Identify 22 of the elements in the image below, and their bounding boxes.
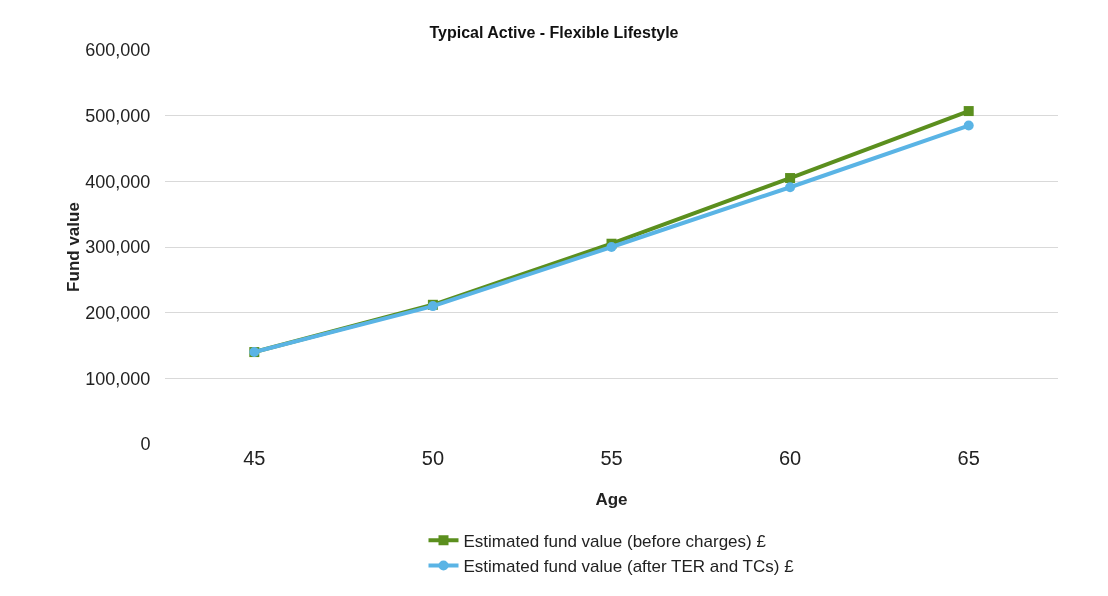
x-tick-label: 55 [600,447,623,469]
x-tick-label: 50 [421,447,445,469]
x-tick-label: 60 [778,447,802,469]
point [785,182,796,193]
y-tick-label: 100,000 [85,368,151,389]
point [963,120,974,131]
legend-label: Estimated fund value (after TER and TCs) £ [463,557,795,577]
chart-title: Typical Active - Flexible Lifestyle [429,24,679,42]
y-tick-label: 600,000 [85,40,151,61]
y-tick-label: 0 [140,434,151,455]
y-tick-label: 400,000 [85,171,151,192]
x-tick-label: 65 [957,447,980,469]
point [606,242,617,252]
legend-label: Estimated fund value (before charges) £ [463,531,767,551]
x-axis-title: Age [595,490,628,509]
y-tick-label: 200,000 [85,302,151,323]
point [963,106,974,117]
x-tick-label: 45 [243,447,266,469]
y-axis-title: Fund value [64,202,84,292]
point [785,173,796,184]
y-tick-label: 500,000 [85,105,151,126]
y-tick-label: 300,000 [85,237,151,258]
